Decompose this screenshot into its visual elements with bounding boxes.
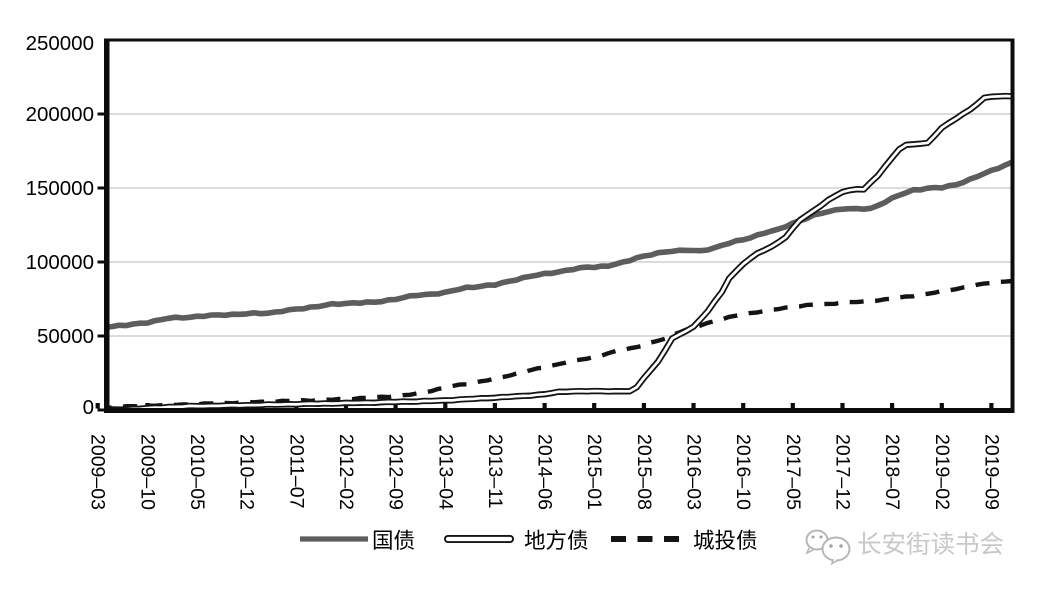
svg-text:城投债: 城投债 [693, 529, 758, 553]
svg-text:2018–07: 2018–07 [881, 434, 903, 510]
svg-text:2015–08: 2015–08 [633, 434, 655, 510]
svg-text:250000: 250000 [26, 32, 94, 55]
svg-text:2014–06: 2014–06 [534, 434, 556, 510]
svg-text:2019–09: 2019–09 [980, 434, 1002, 510]
svg-text:2013–04: 2013–04 [434, 434, 456, 510]
svg-text:长安街读书会: 长安街读书会 [857, 531, 1004, 559]
svg-text:2009–10: 2009–10 [136, 434, 158, 510]
svg-text:2012–02: 2012–02 [335, 434, 357, 510]
svg-text:国债: 国债 [372, 529, 415, 553]
svg-text:2016–10: 2016–10 [732, 434, 754, 510]
svg-text:150000: 150000 [26, 177, 94, 200]
svg-text:2013–11: 2013–11 [484, 434, 506, 508]
svg-text:0: 0 [83, 396, 94, 419]
svg-text:50000: 50000 [37, 325, 94, 348]
svg-text:2010–12: 2010–12 [236, 434, 258, 510]
svg-text:2017–12: 2017–12 [832, 434, 854, 510]
svg-text:2009–03: 2009–03 [87, 434, 109, 510]
svg-text:2012–09: 2012–09 [385, 434, 407, 510]
svg-text:2011–07: 2011–07 [285, 434, 307, 508]
svg-text:2017–05: 2017–05 [782, 434, 804, 510]
svg-text:2010–05: 2010–05 [186, 434, 208, 510]
svg-text:2016–03: 2016–03 [683, 434, 705, 510]
svg-text:地方债: 地方债 [524, 529, 589, 553]
svg-text:100000: 100000 [26, 251, 94, 274]
svg-text:2019–02: 2019–02 [931, 434, 953, 510]
svg-text:2015–01: 2015–01 [583, 434, 605, 510]
svg-text:200000: 200000 [26, 103, 94, 126]
